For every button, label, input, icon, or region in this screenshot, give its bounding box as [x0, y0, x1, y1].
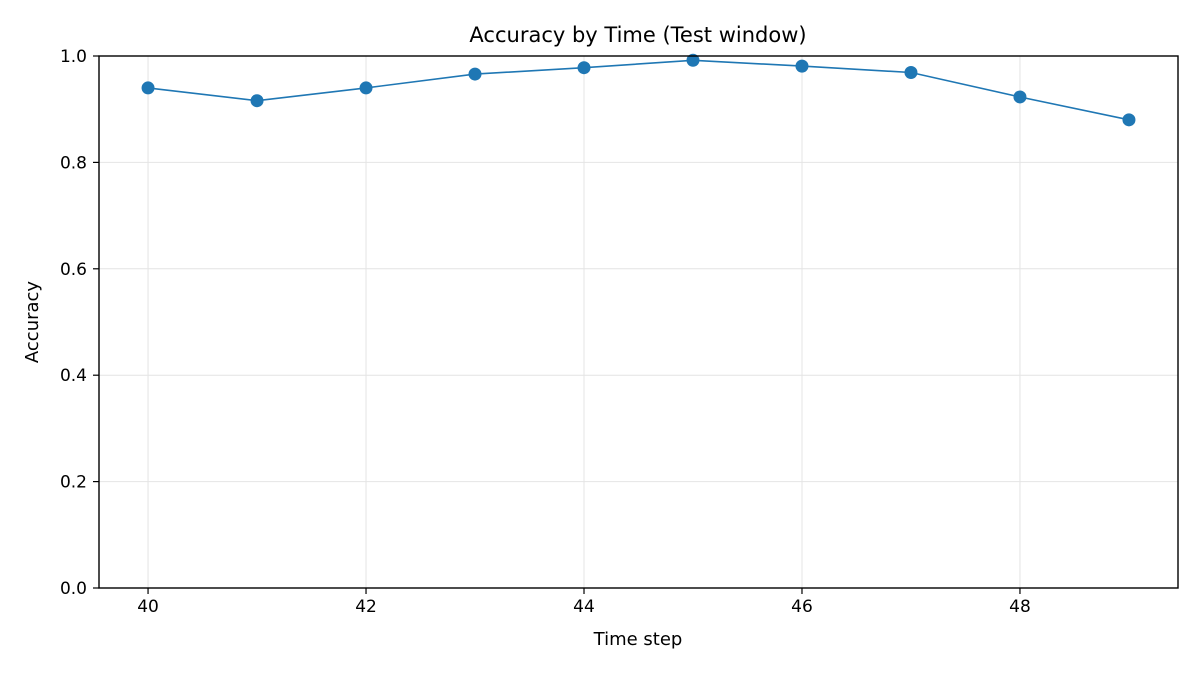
- ticks-layer: 40 42 44 46 48 0.0 0.2 0.4 0.6 0.8 1.0: [60, 47, 1031, 617]
- y-tick-label: 0.0: [60, 579, 87, 599]
- x-tick-label: 44: [573, 597, 595, 617]
- x-axis-label: Time step: [593, 629, 683, 650]
- y-tick-label: 0.6: [60, 260, 87, 280]
- data-point: [359, 81, 373, 95]
- y-tick-label: 0.8: [60, 153, 87, 173]
- data-point: [904, 65, 918, 79]
- data-point: [141, 81, 155, 95]
- y-tick-label: 0.4: [60, 366, 87, 386]
- y-axis-label: Accuracy: [22, 281, 43, 364]
- x-tick-label: 40: [137, 597, 159, 617]
- x-tick-label: 48: [1009, 597, 1031, 617]
- y-tick-label: 1.0: [60, 47, 87, 67]
- data-point: [686, 53, 700, 67]
- data-point: [468, 67, 482, 81]
- data-point: [577, 61, 591, 75]
- data-point: [1122, 113, 1136, 127]
- data-point: [1013, 90, 1027, 104]
- x-tick-label: 42: [355, 597, 377, 617]
- y-tick-label: 0.2: [60, 473, 87, 493]
- series-layer: [141, 53, 1136, 127]
- chart-title: Accuracy by Time (Test window): [469, 23, 806, 47]
- grid-layer: [99, 55, 1178, 589]
- data-point: [250, 94, 264, 108]
- series-line: [147, 59, 1130, 121]
- plot-frame: [98, 55, 1179, 589]
- x-tick-label: 46: [791, 597, 813, 617]
- data-point: [795, 59, 809, 73]
